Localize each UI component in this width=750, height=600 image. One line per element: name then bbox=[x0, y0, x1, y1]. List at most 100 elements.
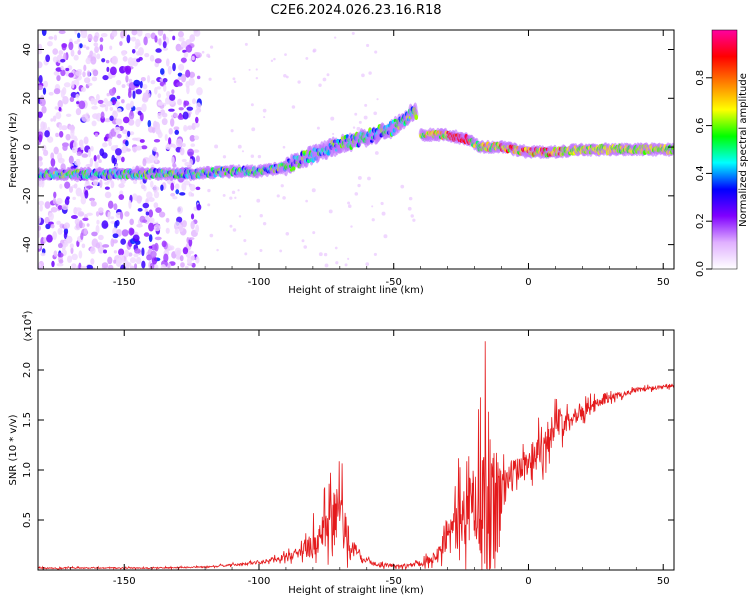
snr-frame bbox=[37, 329, 675, 571]
spectrogram-noise-mark bbox=[93, 98, 98, 106]
spectrogram-noise-mark bbox=[146, 74, 151, 83]
spectrogram-noise-mark bbox=[52, 115, 57, 122]
spectrogram-noise-mark bbox=[135, 145, 143, 151]
spectrogram-noise-mark bbox=[79, 43, 83, 49]
spectrogram-noise-mark bbox=[185, 44, 193, 53]
spectrogram-noise-mark bbox=[201, 50, 205, 54]
colorbar-ramp bbox=[712, 30, 737, 269]
spectrogram-x-ticks: -150 -100 -50 0 50 bbox=[43, 30, 670, 288]
spectrogram-noise-mark bbox=[188, 237, 195, 241]
spectrogram-noise-mark bbox=[38, 134, 43, 143]
spectrogram-noise-mark bbox=[81, 87, 86, 93]
spectrogram-noise-mark bbox=[182, 49, 187, 53]
spectrogram-noise-mark bbox=[193, 135, 200, 141]
spectrogram-noise-mark bbox=[161, 240, 167, 248]
spectrogram-noise-mark bbox=[106, 92, 110, 97]
spectrogram-noise-mark bbox=[195, 224, 200, 233]
spectrogram-noise-mark bbox=[90, 56, 97, 65]
spectrogram-noise-mark bbox=[56, 220, 62, 225]
spectrogram-noise-mark bbox=[51, 260, 55, 268]
spectrogram-noise-mark bbox=[148, 222, 155, 232]
spectrogram-x-tick-label: -150 bbox=[113, 277, 136, 288]
spectrogram-noise-mark bbox=[316, 126, 320, 130]
spectrogram-noise-mark bbox=[129, 265, 135, 269]
spectrogram-noise-mark bbox=[90, 199, 94, 207]
spectrogram-noise-mark bbox=[53, 34, 58, 41]
spectrogram-noise-mark bbox=[85, 57, 92, 65]
spectrogram-noise-mark bbox=[80, 265, 88, 269]
spectrogram-noise-mark bbox=[140, 77, 146, 82]
spectrogram-noise-mark bbox=[64, 181, 71, 189]
spectrogram-noise-mark bbox=[103, 98, 108, 104]
spectrogram-noise-mark bbox=[56, 262, 64, 267]
spectrogram-noise-mark bbox=[101, 152, 108, 159]
spectrogram-noise-mark bbox=[71, 80, 75, 89]
spectrogram-noise-mark bbox=[376, 98, 379, 101]
spectrogram-noise-mark bbox=[135, 106, 143, 111]
spectrogram-noise-mark bbox=[196, 87, 203, 96]
spectrogram-noise-mark bbox=[363, 115, 368, 120]
spectrogram-noise-mark bbox=[172, 62, 176, 72]
spectrogram-noise-mark bbox=[109, 66, 117, 76]
spectrogram-noise-mark bbox=[54, 106, 59, 110]
spectrogram-noise-mark bbox=[121, 84, 126, 89]
spectrogram-noise-mark bbox=[229, 224, 233, 228]
spectrogram-noise-mark bbox=[60, 58, 66, 63]
spectrogram-noise-mark bbox=[88, 197, 96, 202]
spectrogram-noise-mark bbox=[352, 126, 356, 129]
spectrogram-noise-mark bbox=[164, 97, 171, 105]
snr-y-tick-label: 2.0 bbox=[22, 362, 33, 378]
spectrogram-noise-mark bbox=[55, 132, 59, 138]
spectrogram-noise-mark bbox=[154, 236, 162, 241]
spectrogram-noise-mark bbox=[157, 101, 164, 106]
spectrogram-noise-mark bbox=[96, 154, 100, 160]
spectrogram-noise-mark bbox=[187, 148, 195, 157]
spectrogram-noise-mark bbox=[165, 58, 170, 67]
spectrogram-noise-mark bbox=[115, 219, 120, 227]
spectrogram-noise-mark bbox=[57, 205, 63, 210]
spectrogram-y-ticks: -40 -20 0 20 40 bbox=[22, 43, 674, 253]
spectrogram-noise-mark bbox=[103, 249, 108, 254]
spectrogram-noise-mark bbox=[102, 244, 110, 248]
spectrogram-noise-mark bbox=[57, 252, 64, 258]
spectrogram-noise-mark bbox=[73, 54, 79, 61]
spectrogram-noise-mark bbox=[238, 215, 242, 218]
spectrogram-noise-mark bbox=[179, 192, 186, 196]
spectrogram-noise-mark bbox=[107, 256, 113, 265]
spectrogram-noise-mark bbox=[102, 75, 109, 81]
spectrogram-noise-mark bbox=[196, 203, 202, 211]
spectrogram-noise-mark bbox=[196, 102, 202, 111]
spectrogram-noise-mark bbox=[273, 57, 276, 61]
spectrogram-noise-mark bbox=[120, 147, 128, 154]
spectrogram-noise-mark bbox=[128, 252, 133, 257]
spectrogram-noise-mark bbox=[99, 103, 106, 108]
spectrogram-noise-mark bbox=[136, 30, 143, 37]
spectrogram-noise-mark bbox=[48, 91, 54, 96]
spectrogram-noise-mark bbox=[410, 214, 414, 218]
spectrogram-noise-mark bbox=[368, 71, 372, 75]
spectrogram-noise-mark bbox=[115, 79, 122, 86]
spectrogram-noise-mark bbox=[160, 264, 167, 269]
spectrogram-noise-mark bbox=[259, 214, 263, 218]
spectrogram-noise-mark bbox=[65, 113, 72, 117]
spectrogram-noise-mark bbox=[90, 145, 94, 152]
spectrogram-noise-mark bbox=[140, 184, 146, 190]
spectrogram-noise-mark bbox=[207, 55, 211, 58]
spectrogram-noise-mark bbox=[132, 234, 140, 242]
snr-x-tick-label: -50 bbox=[386, 576, 402, 587]
spectrogram-noise-mark bbox=[157, 30, 164, 37]
spectrogram-noise-mark bbox=[44, 130, 50, 138]
spectrogram-noise-mark bbox=[48, 36, 54, 40]
spectrogram-noise-mark bbox=[91, 76, 98, 82]
spectrogram-noise-mark bbox=[56, 74, 61, 82]
spectrogram-noise-mark bbox=[44, 201, 51, 209]
spectrogram-y-label: Frequency (Hz) bbox=[8, 112, 19, 188]
spectrogram-noise-mark bbox=[109, 106, 114, 111]
spectrogram-noise-mark bbox=[52, 48, 59, 55]
spectrogram-noise-mark bbox=[145, 211, 150, 216]
spectrogram-noise-mark bbox=[113, 259, 117, 264]
spectrogram-noise-mark bbox=[168, 127, 173, 135]
snr-y-tick-label: 1.5 bbox=[22, 412, 33, 428]
snr-x-tick-label: -100 bbox=[248, 576, 271, 587]
spectrogram-noise-mark bbox=[233, 80, 237, 84]
